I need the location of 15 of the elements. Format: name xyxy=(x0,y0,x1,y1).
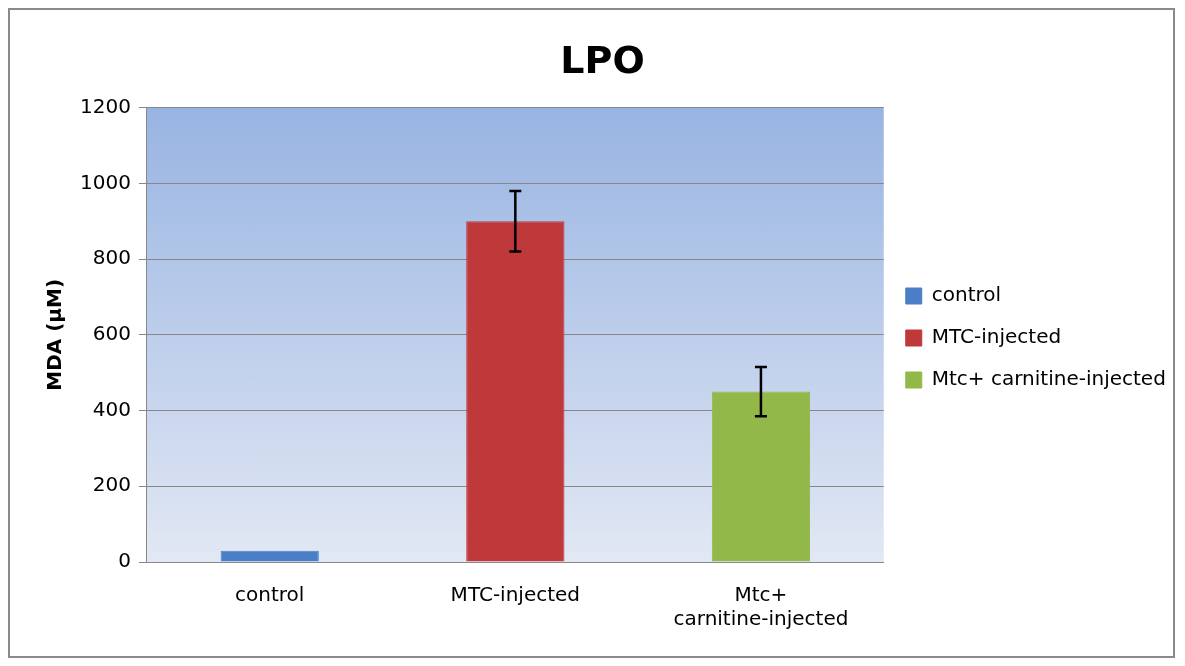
y-tick-label: 600 xyxy=(92,321,131,345)
x-tick-label: control xyxy=(235,582,305,607)
y-tick-label: 200 xyxy=(92,472,131,497)
y-tick-label: 1000 xyxy=(79,169,131,194)
x-tick-label: MTC-injected xyxy=(450,582,581,607)
y-tick-label: 800 xyxy=(92,245,131,270)
legend-label: Mtc+ carnitine-injected xyxy=(931,366,1166,391)
y-tick-label: 1200 xyxy=(79,93,131,118)
y-tick-label: 0 xyxy=(118,548,131,573)
y-tick-label: 400 xyxy=(92,396,131,421)
y-axis-title: MDA (µM) xyxy=(42,278,67,391)
legend-label: control xyxy=(931,282,1002,307)
chart-title: LPO xyxy=(560,37,645,82)
x-tick-label: Mtc+ carnitine-injected xyxy=(673,582,849,631)
legend-label: MTC-injected xyxy=(931,324,1062,349)
